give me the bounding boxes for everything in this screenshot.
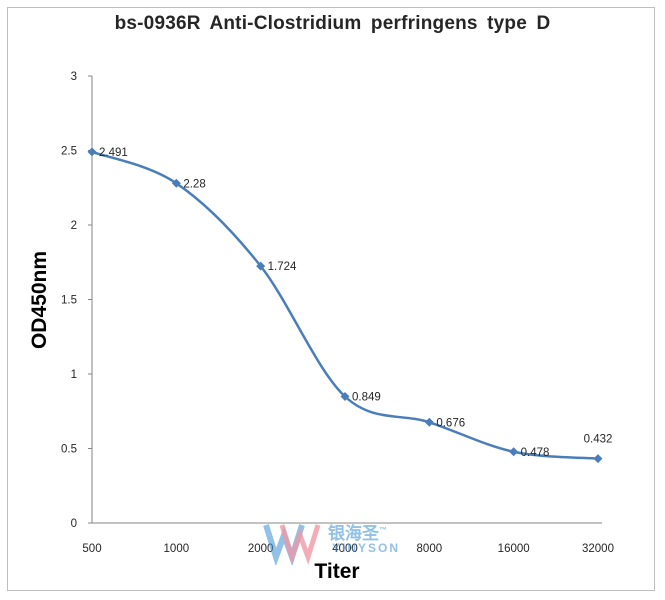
data-point [424, 417, 434, 427]
series-line [91, 150, 599, 460]
data-label: 0.849 [352, 391, 381, 403]
data-label: 0.676 [436, 417, 465, 429]
y-tick-label: 3 [71, 71, 77, 83]
x-tick-label: 2000 [248, 543, 274, 555]
y-tick-label: 1 [71, 369, 77, 381]
x-tick-label: 500 [82, 543, 101, 555]
series-group: 2.491 2.28 1.724 0.849 0.676 0.478 0.432 [87, 147, 613, 464]
y-tick-label: 1.5 [61, 295, 77, 307]
x-tick-label: 4000 [332, 543, 358, 555]
data-point [509, 447, 519, 457]
x-tick-label: 32000 [582, 543, 614, 555]
data-label: 2.28 [183, 178, 205, 190]
data-point [340, 391, 350, 401]
data-label: 1.724 [268, 261, 297, 273]
chart-title: bs-0936R Anti-Clostridium perfringens ty… [114, 13, 551, 34]
data-label: 0.478 [521, 447, 550, 459]
y-tick-label: 0 [71, 518, 77, 530]
chart-frame [7, 7, 655, 591]
y-tick-label: 0.5 [61, 444, 77, 456]
x-tick-label: 1000 [164, 543, 190, 555]
data-point [256, 261, 266, 271]
axes: 0 0.5 1 1.5 2 2.5 3 500 1000 2000 4000 8000 16000 320… [61, 71, 614, 555]
data-point [171, 178, 181, 188]
data-point [593, 454, 603, 464]
x-tick-label: 16000 [498, 543, 530, 555]
data-label: 0.432 [584, 434, 613, 446]
data-point [87, 147, 97, 157]
y-tick-label: 2.5 [61, 146, 77, 158]
x-tick-label: 8000 [417, 543, 443, 555]
x-axis-label: Titer [314, 560, 360, 583]
y-tick-label: 2 [71, 220, 77, 232]
data-label: 2.491 [99, 147, 128, 159]
